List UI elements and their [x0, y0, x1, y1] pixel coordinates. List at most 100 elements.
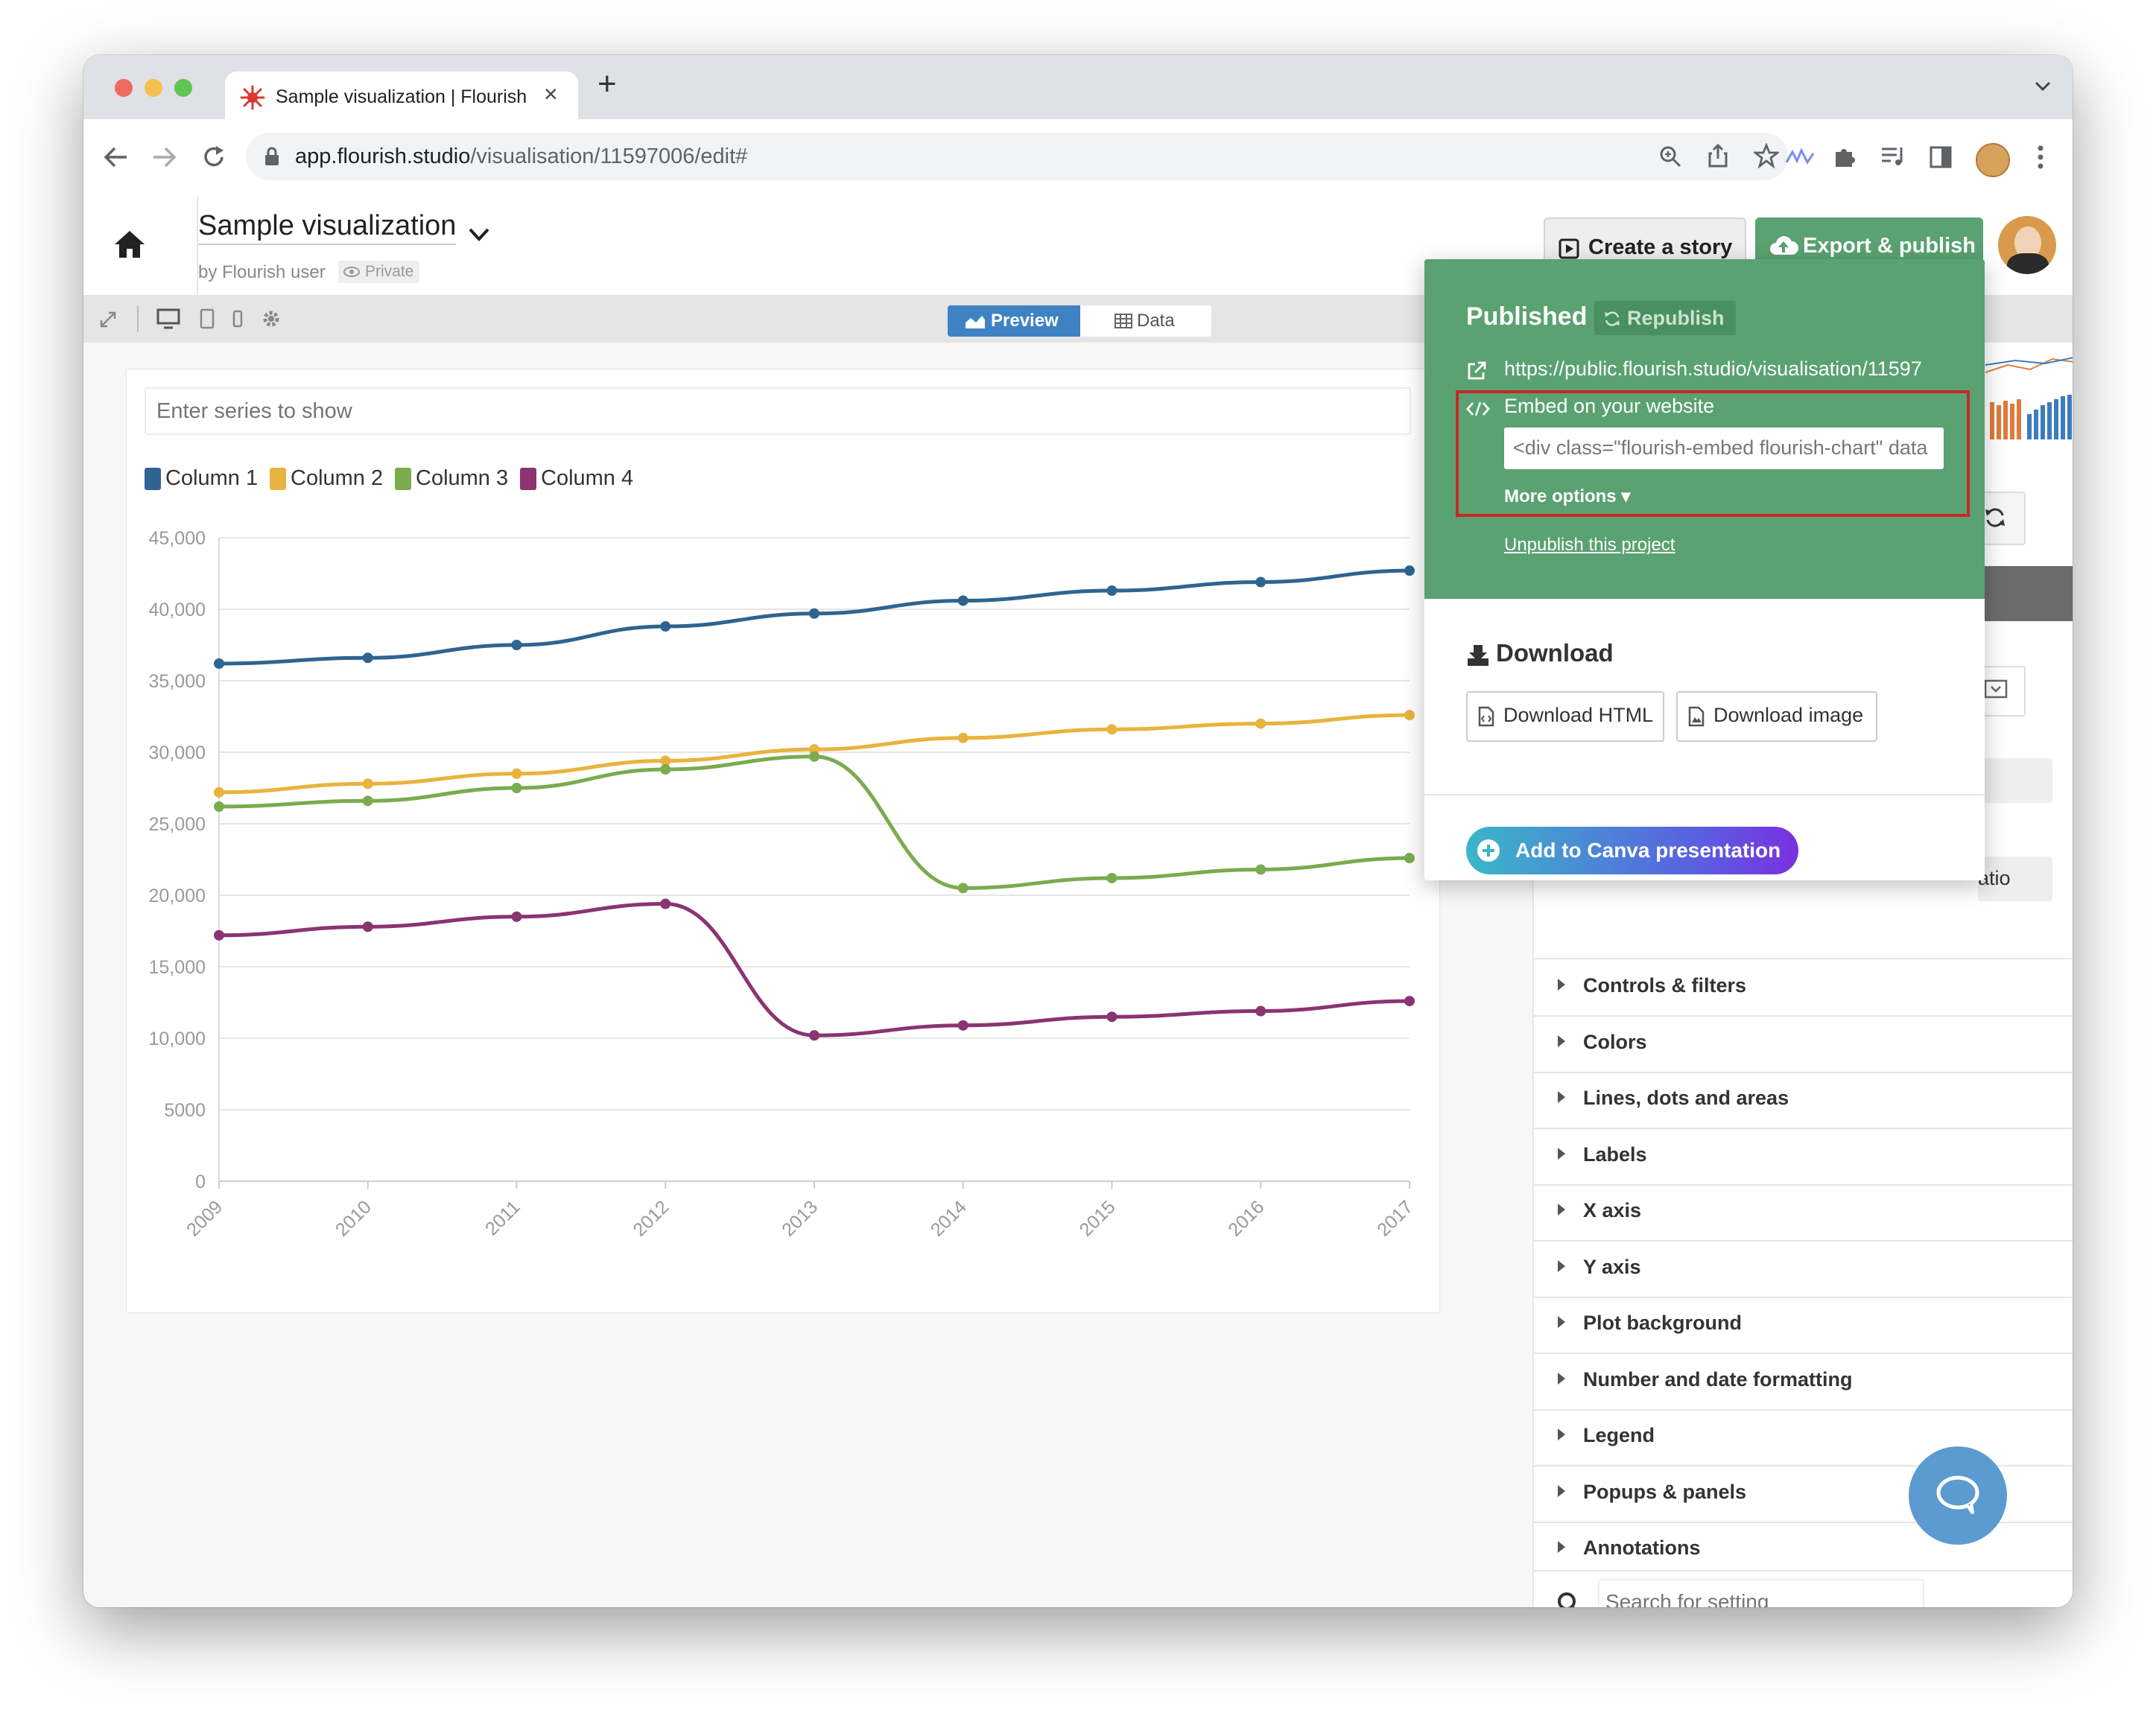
data-point — [1404, 996, 1415, 1007]
data-point — [1106, 724, 1117, 735]
settings-section-label: Legend — [1583, 1424, 1655, 1446]
share-icon[interactable] — [1708, 143, 1728, 168]
data-point — [511, 783, 522, 793]
series-filter-input[interactable] — [145, 387, 1411, 435]
aspect-ratio-button[interactable]: atio — [1978, 857, 2052, 901]
tab-preview[interactable]: Preview — [948, 305, 1080, 337]
profile-avatar[interactable] — [1976, 143, 2010, 177]
extension-wave-icon[interactable] — [1785, 147, 1815, 165]
user-avatar[interactable] — [1998, 216, 2056, 274]
code-icon — [1466, 401, 1490, 416]
back-arrow-icon[interactable] — [103, 146, 128, 168]
tablet-view-icon[interactable] — [200, 308, 215, 329]
image-picker-icon — [1984, 679, 2008, 699]
chart-legend: Column 1 Column 2 Column 3 Column 4 — [145, 465, 1411, 495]
close-window-button[interactable] — [115, 79, 133, 97]
public-url-link[interactable]: https://public.flourish.studio/visualisa… — [1504, 358, 1922, 380]
data-point — [1255, 1005, 1266, 1017]
settings-section-label: Colors — [1583, 1030, 1647, 1053]
embed-highlight-box — [1456, 390, 1970, 517]
data-point — [809, 1030, 819, 1041]
flourish-favicon-icon — [240, 85, 265, 110]
privacy-badge: Private — [338, 261, 420, 283]
caret-right-icon — [1558, 1035, 1565, 1047]
side-panel-icon[interactable] — [1930, 146, 1952, 168]
x-tick-label: 2016 — [1224, 1196, 1268, 1240]
settings-section-row[interactable]: Plot background — [1534, 1297, 2073, 1354]
caret-right-icon — [1558, 1316, 1565, 1328]
byline: by Flourish user — [198, 262, 326, 282]
chart-template-thumbnail[interactable] — [1985, 343, 2073, 439]
x-tick-label: 2015 — [1076, 1196, 1120, 1240]
mobile-view-icon[interactable] — [232, 310, 243, 328]
tab-data[interactable]: Data — [1080, 305, 1211, 337]
page-title[interactable]: Sample visualization — [198, 210, 457, 245]
minimize-window-button[interactable] — [145, 79, 162, 97]
data-point — [957, 883, 968, 894]
data-point — [214, 658, 224, 669]
x-tick-label: 2013 — [778, 1196, 822, 1240]
data-point — [660, 898, 671, 909]
legend-label: Column 4 — [541, 466, 634, 490]
browser-tab[interactable]: Sample visualization | Flourish × — [225, 72, 578, 121]
settings-section-row[interactable]: Annotations — [1534, 1522, 2073, 1577]
chat-button[interactable] — [1909, 1446, 2007, 1545]
settings-section-label: Annotations — [1583, 1537, 1701, 1559]
tab-search-chevron-icon[interactable] — [2034, 80, 2052, 92]
settings-section-row[interactable]: Popups & panels — [1534, 1466, 2073, 1523]
settings-section-label: Popups & panels — [1583, 1480, 1747, 1503]
zoom-icon[interactable] — [1658, 144, 1682, 168]
gear-icon[interactable] — [261, 308, 282, 329]
expand-icon[interactable] — [98, 310, 118, 329]
panel-hidden-button[interactable] — [1978, 758, 2052, 803]
settings-section-row[interactable]: Legend — [1534, 1409, 2073, 1467]
settings-section-row[interactable]: Y axis — [1534, 1241, 2073, 1298]
desktop-view-icon[interactable] — [156, 308, 180, 329]
data-point — [957, 1020, 968, 1031]
accordion-top-border — [1534, 958, 2073, 959]
forward-arrow-icon[interactable] — [152, 146, 177, 168]
url-text[interactable]: app.flourish.studio/visualisation/115970… — [295, 144, 748, 168]
republish-button[interactable]: Republish — [1594, 301, 1736, 335]
settings-section-row[interactable]: Labels — [1534, 1128, 2073, 1186]
settings-section-label: X axis — [1583, 1199, 1642, 1221]
browser-menu-icon[interactable] — [2037, 144, 2044, 170]
omnibox[interactable]: app.flourish.studio/visualisation/115970… — [246, 133, 1788, 180]
lock-icon[interactable] — [264, 146, 280, 167]
settings-section-row[interactable]: Controls & filters — [1534, 959, 2073, 1017]
unpublish-link[interactable]: Unpublish this project — [1504, 535, 1675, 555]
published-heading: Published — [1466, 302, 1588, 331]
reading-list-icon[interactable] — [1880, 146, 1906, 167]
reload-icon[interactable] — [201, 144, 226, 170]
extensions-puzzle-icon[interactable] — [1833, 144, 1857, 168]
tab-title: Sample visualization | Flourish — [276, 86, 527, 107]
settings-search-input[interactable] — [1598, 1579, 1924, 1607]
settings-section-row[interactable]: Number and date formatting — [1534, 1353, 2073, 1411]
data-point — [660, 764, 671, 775]
story-play-icon — [1559, 238, 1579, 259]
legend-swatch — [395, 468, 411, 490]
maximize-window-button[interactable] — [174, 79, 192, 97]
y-tick-label: 20,000 — [149, 886, 206, 906]
data-point — [1255, 864, 1266, 875]
bookmark-star-icon[interactable] — [1754, 143, 1779, 168]
data-point — [809, 744, 819, 755]
table-grid-icon — [1115, 314, 1132, 328]
embed-code-field[interactable]: <div class="flourish-embed flourish-char… — [1504, 428, 1944, 469]
close-tab-icon[interactable]: × — [544, 80, 558, 107]
download-html-button[interactable]: Download HTML — [1466, 691, 1664, 742]
home-icon[interactable] — [113, 229, 146, 259]
settings-section-row[interactable]: Colors — [1534, 1016, 2073, 1073]
caret-right-icon — [1558, 1091, 1565, 1103]
new-tab-button[interactable]: + — [597, 66, 617, 102]
x-tick-label: 2014 — [927, 1196, 971, 1240]
title-chevron-down-icon[interactable] — [468, 226, 490, 243]
more-options-link[interactable]: More options ▾ — [1504, 486, 1631, 506]
area-chart-icon — [966, 316, 985, 328]
settings-section-row[interactable]: X axis — [1534, 1184, 2073, 1242]
settings-section-row[interactable]: Lines, dots and areas — [1534, 1072, 2073, 1129]
download-image-button[interactable]: Download image — [1676, 691, 1877, 742]
canva-button[interactable]: Add to Canva presentation — [1466, 827, 1798, 874]
